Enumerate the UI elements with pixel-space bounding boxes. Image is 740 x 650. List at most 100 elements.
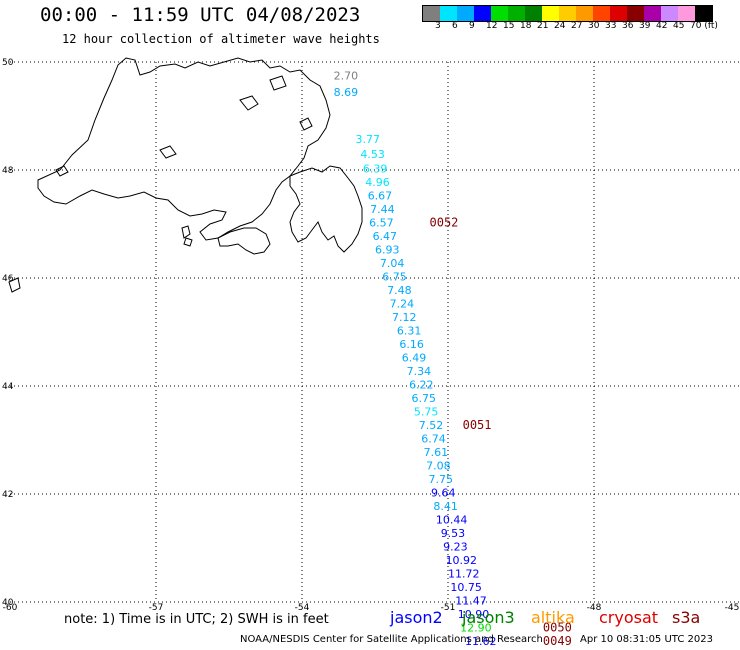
scale-swatch bbox=[610, 6, 627, 21]
satellite-jason2: jason2 bbox=[390, 608, 443, 627]
time-tag-label: 0051 bbox=[463, 418, 492, 432]
x-tick-label: -54 bbox=[295, 603, 310, 613]
scale-swatch bbox=[474, 6, 491, 21]
note-text: note: 1) Time is in UTC; 2) SWH is in fe… bbox=[64, 612, 329, 627]
wave-height-label: 7.04 bbox=[380, 257, 405, 270]
scale-label: 12 bbox=[486, 21, 498, 31]
satellite-s3a: s3a bbox=[672, 608, 701, 627]
wave-height-label: 6.39 bbox=[363, 163, 388, 176]
lat-lon-grid bbox=[10, 61, 740, 603]
page-subtitle: 12 hour collection of altimeter wave hei… bbox=[62, 32, 380, 46]
wave-height-label: 6.93 bbox=[375, 244, 400, 257]
wave-height-label: 7.61 bbox=[424, 446, 449, 459]
wave-height-label: 11.62 bbox=[465, 635, 497, 648]
color-scale-labels: 3 6 9 12 15 18 21 24 27 30 33 36 39 42 45 70 (ft) bbox=[422, 21, 728, 33]
wave-height-label: 9.23 bbox=[443, 541, 468, 554]
coastline bbox=[8, 57, 363, 293]
wave-height-label: 3.77 bbox=[356, 133, 381, 146]
scale-label: 39 bbox=[639, 21, 651, 31]
wave-height-label: 10.44 bbox=[436, 514, 468, 527]
wave-height-label: 6.16 bbox=[399, 338, 424, 351]
wave-height-label: 9.64 bbox=[431, 487, 456, 500]
scale-swatch bbox=[457, 6, 474, 21]
wave-height-label: 8.41 bbox=[433, 500, 458, 513]
credit-text: NOAA/NESDIS Center for Satellite Applica… bbox=[240, 634, 543, 645]
wave-height-label: 10.90 bbox=[458, 608, 490, 621]
wave-height-label: 7.12 bbox=[392, 311, 417, 324]
scale-label: 6 bbox=[452, 21, 458, 31]
wave-height-label: 2.70 bbox=[334, 69, 359, 82]
y-tick-label: 44 bbox=[2, 382, 14, 392]
wave-height-label: 11.72 bbox=[448, 568, 480, 581]
y-tick-label: 40 bbox=[2, 598, 14, 608]
wave-height-label: 7.08 bbox=[426, 460, 451, 473]
scale-swatch bbox=[627, 6, 644, 21]
wave-height-label: 6.57 bbox=[369, 217, 394, 230]
scale-swatch bbox=[661, 6, 678, 21]
axis-tick-labels: -60 -57 -54 -51 -48 -45 50 48 46 44 42 40 bbox=[2, 58, 739, 613]
scale-swatch bbox=[491, 6, 508, 21]
color-scale-legend bbox=[422, 5, 713, 22]
scale-swatch bbox=[508, 6, 525, 21]
wave-height-label: 12.90 bbox=[460, 622, 492, 635]
scale-label: 70 (ft) bbox=[690, 21, 718, 31]
scale-swatch bbox=[644, 6, 661, 21]
wave-height-label: 7.75 bbox=[429, 473, 454, 486]
wave-height-label: 7.48 bbox=[387, 284, 412, 297]
time-tag-label: 0049 bbox=[543, 634, 572, 648]
wave-height-label: 10.75 bbox=[450, 581, 482, 594]
x-tick-label: -45 bbox=[725, 603, 740, 613]
satellite-cryosat: cryosat bbox=[599, 608, 659, 627]
satellite-altika: altika bbox=[531, 608, 575, 627]
wave-height-label: 10.92 bbox=[446, 554, 478, 567]
scale-swatch bbox=[542, 6, 559, 21]
y-tick-label: 48 bbox=[2, 166, 14, 176]
scale-swatch bbox=[678, 6, 695, 21]
wave-height-label: 6.67 bbox=[368, 190, 393, 203]
wave-height-label: 5.75 bbox=[414, 406, 439, 419]
wave-height-label: 6.22 bbox=[409, 379, 434, 392]
scale-label: 21 bbox=[537, 21, 549, 31]
scale-label: 30 bbox=[588, 21, 600, 31]
wave-height-label: 6.75 bbox=[412, 392, 437, 405]
wave-height-label: 9.53 bbox=[441, 527, 466, 540]
time-tag-label: 0050 bbox=[543, 621, 572, 635]
scale-label: 27 bbox=[571, 21, 583, 31]
observation-labels: 2.70 8.69 3.77 4.53 6.394.966.677.446.576.47… bbox=[334, 69, 497, 648]
scale-label: 9 bbox=[469, 21, 475, 31]
wave-height-label: 7.52 bbox=[419, 419, 444, 432]
wave-height-label: 4.96 bbox=[365, 176, 390, 189]
wave-height-label: 6.47 bbox=[373, 230, 398, 243]
scale-swatch bbox=[695, 6, 712, 21]
satellite-jason3: jason3 bbox=[462, 608, 515, 627]
x-tick-label: -57 bbox=[149, 603, 164, 613]
scale-swatch bbox=[559, 6, 576, 21]
scale-label: 3 bbox=[435, 21, 441, 31]
time-tag-label: 0052 bbox=[430, 216, 459, 230]
timestamp-text: Apr 10 08:31:05 UTC 2023 bbox=[580, 634, 713, 645]
scale-swatch bbox=[440, 6, 457, 21]
scale-label: 18 bbox=[520, 21, 532, 31]
scale-swatch bbox=[525, 6, 542, 21]
wave-height-label: 4.53 bbox=[360, 148, 385, 161]
y-tick-label: 50 bbox=[2, 58, 14, 68]
wave-height-label: 8.69 bbox=[334, 86, 359, 99]
wave-height-label: 6.49 bbox=[402, 352, 427, 365]
y-tick-label: 46 bbox=[2, 274, 14, 284]
scale-label: 24 bbox=[554, 21, 566, 31]
wave-height-label: 7.34 bbox=[407, 365, 432, 378]
scale-swatch bbox=[576, 6, 593, 21]
wave-height-label: 7.24 bbox=[390, 298, 415, 311]
y-tick-label: 42 bbox=[2, 490, 13, 500]
wave-height-label: 7.44 bbox=[370, 203, 395, 216]
wave-height-label: 6.31 bbox=[397, 325, 422, 338]
scale-label: 45 bbox=[673, 21, 685, 31]
scale-label: 33 bbox=[605, 21, 617, 31]
scale-label: 42 bbox=[656, 21, 668, 31]
wave-height-label: 11.47 bbox=[455, 595, 487, 608]
page-title: 00:00 - 11:59 UTC 04/08/2023 bbox=[40, 4, 361, 26]
scale-label: 36 bbox=[622, 21, 634, 31]
scale-swatch bbox=[423, 6, 440, 21]
